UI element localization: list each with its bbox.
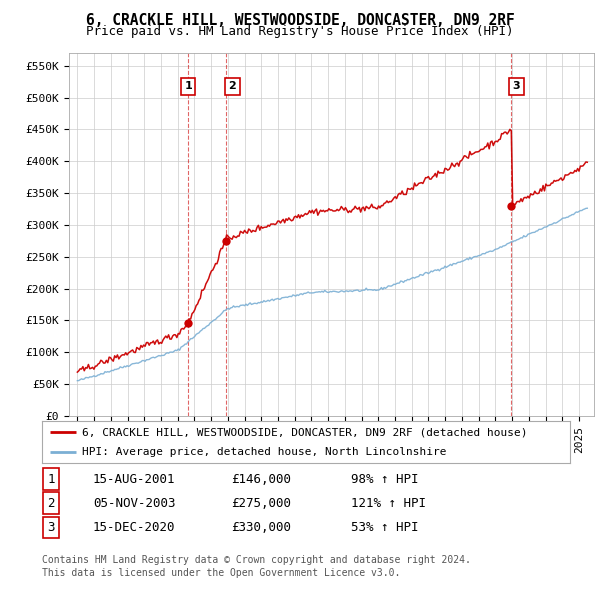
Text: HPI: Average price, detached house, North Lincolnshire: HPI: Average price, detached house, Nort… bbox=[82, 447, 446, 457]
Text: 121% ↑ HPI: 121% ↑ HPI bbox=[351, 497, 426, 510]
Text: 98% ↑ HPI: 98% ↑ HPI bbox=[351, 473, 419, 486]
Text: 1: 1 bbox=[47, 473, 55, 486]
Text: 6, CRACKLE HILL, WESTWOODSIDE, DONCASTER, DN9 2RF (detached house): 6, CRACKLE HILL, WESTWOODSIDE, DONCASTER… bbox=[82, 427, 527, 437]
Text: £330,000: £330,000 bbox=[231, 521, 291, 534]
Text: This data is licensed under the Open Government Licence v3.0.: This data is licensed under the Open Gov… bbox=[42, 568, 400, 578]
Text: Contains HM Land Registry data © Crown copyright and database right 2024.: Contains HM Land Registry data © Crown c… bbox=[42, 555, 471, 565]
Text: 05-NOV-2003: 05-NOV-2003 bbox=[93, 497, 176, 510]
Text: 2: 2 bbox=[47, 497, 55, 510]
Text: 15-DEC-2020: 15-DEC-2020 bbox=[93, 521, 176, 534]
Text: 3: 3 bbox=[512, 81, 520, 91]
Text: 6, CRACKLE HILL, WESTWOODSIDE, DONCASTER, DN9 2RF: 6, CRACKLE HILL, WESTWOODSIDE, DONCASTER… bbox=[86, 13, 514, 28]
Text: 2: 2 bbox=[229, 81, 236, 91]
Text: 15-AUG-2001: 15-AUG-2001 bbox=[93, 473, 176, 486]
Text: 1: 1 bbox=[184, 81, 192, 91]
Text: £275,000: £275,000 bbox=[231, 497, 291, 510]
Text: 3: 3 bbox=[47, 521, 55, 534]
Text: £146,000: £146,000 bbox=[231, 473, 291, 486]
Text: Price paid vs. HM Land Registry's House Price Index (HPI): Price paid vs. HM Land Registry's House … bbox=[86, 25, 514, 38]
Text: 53% ↑ HPI: 53% ↑ HPI bbox=[351, 521, 419, 534]
